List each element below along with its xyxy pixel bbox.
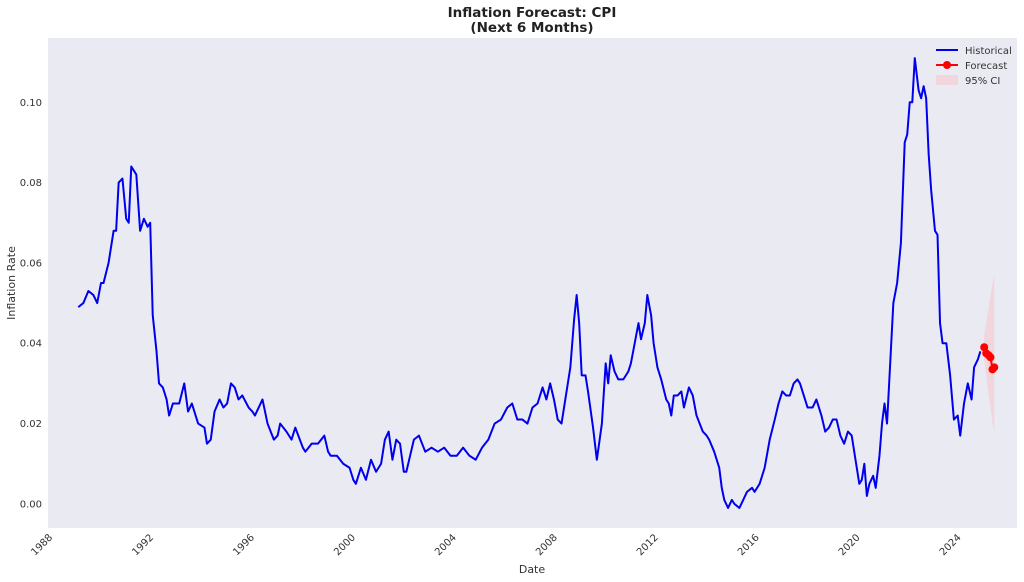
forecast-layer: [980, 343, 999, 374]
x-axis-label: Date: [519, 563, 546, 576]
legend-historical-label: Historical: [965, 46, 1012, 57]
y-tick-label: 0.08: [20, 178, 42, 189]
legend-ci-label: 95% CI: [965, 76, 1000, 87]
y-tick-label: 0.10: [20, 98, 42, 109]
chart-title: Inflation Forecast: CPI: [448, 5, 617, 21]
forecast-point: [990, 363, 999, 372]
legend-forecast-marker: [943, 61, 951, 69]
chart-subtitle: (Next 6 Months): [470, 20, 593, 36]
y-axis-label: Inflation Rate: [5, 246, 18, 320]
y-axis-ticks: 0.00 0.02 0.04 0.06 0.08 0.10: [20, 98, 42, 511]
y-tick-label: 0.00: [20, 499, 42, 510]
legend-forecast-label: Forecast: [965, 61, 1007, 72]
plot-area: [48, 38, 1017, 528]
forecast-point: [980, 343, 989, 352]
historical-layer: [77, 57, 982, 509]
legend-ci-swatch: [936, 75, 958, 85]
y-tick-label: 0.04: [20, 339, 42, 350]
historical-line: [77, 57, 982, 509]
legend: Historical Forecast 95% CI: [936, 46, 1012, 87]
y-tick-label: 0.06: [20, 258, 42, 269]
y-tick-label: 0.02: [20, 419, 42, 430]
forecast-point: [986, 353, 995, 362]
